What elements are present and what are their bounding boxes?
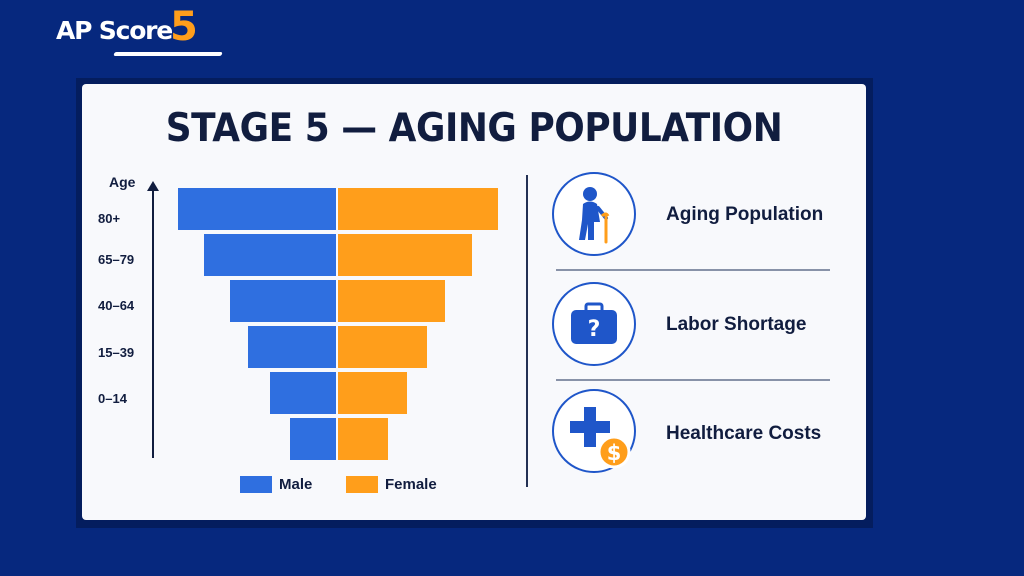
logo-text: AP Score [56,16,173,45]
item-label-labor: Labor Shortage [666,314,807,335]
bar-male [230,280,336,322]
svg-text:$: $ [607,441,622,465]
tick-label: 80+ [98,211,121,226]
bar-male [290,418,336,460]
item-label-aging: Aging Population [666,204,824,225]
tick-label: 0–14 [98,391,127,406]
medical-cross-dollar-icon: $ [552,389,636,473]
tick-label: 65–79 [98,252,135,267]
page-title: STAGE 5 — AGING POPULATION [165,106,783,151]
item-divider [556,269,830,271]
bar-female [338,188,498,230]
legend-male-label: Male [279,476,313,493]
vertical-divider [526,175,528,487]
svg-text:?: ? [588,317,601,342]
legend-male-swatch [240,476,272,493]
bar-female [338,280,445,322]
axis-title: Age [109,174,136,190]
bar-female [338,234,472,276]
y-axis [152,188,154,458]
legend-female-swatch [346,476,378,493]
elderly-person-icon [552,172,636,256]
bar-male [204,234,336,276]
legend-female-label: Female [385,476,437,493]
axis-arrow [147,181,159,191]
item-label-healthcare: Healthcare Costs [666,423,822,444]
content-card: STAGE 5 — AGING POPULATION Age 80+ 65–79… [82,84,866,520]
bar-male [270,372,336,414]
item-divider [556,379,830,381]
tick-label: 40–64 [98,298,135,313]
bar-female [338,418,388,460]
bar-male [248,326,336,368]
logo-underline [113,52,223,56]
bar-female [338,326,427,368]
bar-female [338,372,407,414]
logo: AP Score 5 [56,4,223,64]
briefcase-question-icon: ? [552,282,636,366]
bar-male [178,188,336,230]
tick-label: 15–39 [98,345,135,360]
logo-number: 5 [170,4,198,50]
